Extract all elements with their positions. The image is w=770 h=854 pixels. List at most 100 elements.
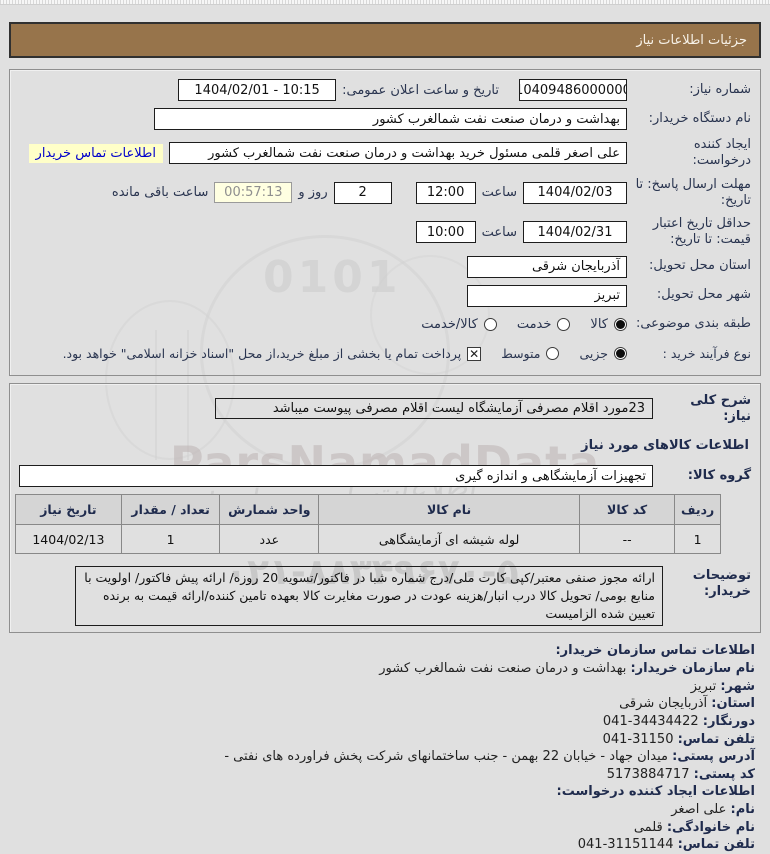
category-service-label: خدمت [516, 317, 552, 332]
contact-label: نام: [730, 802, 756, 817]
announce-datetime-label: تاریخ و ساعت اعلان عمومی: [342, 82, 499, 98]
delivery-city-row: شهر محل تحویل: تبریز [19, 284, 751, 307]
category-goods-label: کالا [590, 317, 608, 332]
contact-value: تبریز [690, 678, 717, 694]
validity-date-field[interactable]: 1404/02/31 [523, 221, 627, 244]
subject-category-label: طبقه بندی موضوعی: [635, 316, 751, 332]
contact-info-section: اطلاعات تماس سازمان خریدار: نام سازمان خ… [15, 643, 755, 854]
category-goods-radio[interactable] [614, 318, 627, 331]
need-description-field[interactable]: 23مورد اقلام مصرفی آزمایشگاه لیست اقلام … [215, 398, 653, 420]
category-goods-service-label: کالا/خدمت [421, 317, 478, 332]
contact-label: کد پستی: [693, 766, 755, 782]
category-service-radio[interactable] [557, 318, 571, 331]
contact-value: 31150-041 [602, 731, 674, 747]
request-creator-field[interactable]: علی اصغر قلمی مسئول خرید بهداشت و درمان … [169, 142, 627, 165]
col-item-name: نام کالا [318, 494, 581, 525]
need-description-row: شرح کلی نیاز: 23مورد اقلام مصرفی آزمایشگ… [19, 393, 751, 426]
contact-label: تلفن تماس: [677, 731, 755, 747]
contact-value: میدان جهاد - خیابان 22 بهمن - جنب ساختما… [224, 749, 669, 765]
cell-item-code: -- [579, 524, 676, 554]
buyer-org-field[interactable]: بهداشت و درمان صنعت نفت شمالغرب کشور [154, 108, 627, 130]
deadline-date-field[interactable]: 1404/02/03 [523, 181, 627, 204]
buyer-notes-label: توضیحات خریدار: [692, 568, 751, 600]
contact-line: دورنگار: 34434422-041 [15, 714, 755, 731]
top-border-strip [0, 0, 770, 5]
cell-quantity: 1 [120, 524, 221, 554]
buyer-notes-row: توضیحات خریدار: ارائه مجوز صنفی معتبر/کپ… [19, 566, 751, 627]
cell-item-name: لوله شیشه ای آزمایشگاهی [318, 524, 581, 554]
price-validity-label: حداقل تاریخ اعتبار قیمت: تا تاریخ: [652, 216, 751, 248]
items-table-header-row: ردیف کد کالا نام کالا واحد شمارش تعداد /… [15, 494, 721, 525]
treasury-payment-checkbox[interactable] [467, 346, 482, 361]
category-goods-service-radio[interactable] [483, 318, 497, 331]
contact-line: نام خانوادگی: قلمی [15, 820, 755, 837]
need-number-label: شماره نیاز: [689, 81, 751, 97]
contact-value: بهداشت و درمان صنعت نفت شمالغرب کشور [379, 661, 627, 676]
contact-value: آذربایجان شرقی [619, 696, 708, 712]
cell-row-number: 1 [674, 524, 721, 554]
goods-section: شرح کلی نیاز: 23مورد اقلام مصرفی آزمایشگ… [9, 382, 761, 634]
page-title-bar: جزئیات اطلاعات نیاز [9, 22, 761, 58]
contact-label: شهر: [720, 678, 755, 694]
cell-unit: عدد [219, 524, 320, 554]
table-row: 1 -- لوله شیشه ای آزمایشگاهی عدد 1 1404/… [15, 524, 721, 554]
days-and-label: روز و [298, 185, 328, 201]
contact-value: 34434422-041 [602, 713, 699, 729]
hours-remaining-label: ساعت باقی مانده [111, 185, 209, 201]
items-table: ردیف کد کالا نام کالا واحد شمارش تعداد /… [15, 494, 721, 554]
goods-group-label: گروه کالا: [687, 467, 751, 483]
contact-label: آدرس پستی: [672, 749, 755, 765]
col-item-code: کد کالا [579, 494, 676, 525]
page-title: جزئیات اطلاعات نیاز [636, 32, 747, 48]
contact-line: استان: آذربایجان شرقی [15, 696, 755, 713]
request-creator-row: ایجاد کننده درخواست: علی اصغر قلمی مسئول… [19, 137, 751, 170]
countdown-timer: 00:57:13 [214, 182, 293, 204]
subject-category-row: طبقه بندی موضوعی: کالا خدمت کالا/خدمت [19, 314, 751, 336]
contact-line: تلفن تماس: 31151144-041 [15, 837, 755, 854]
need-number-field[interactable]: 1104094860000004 [519, 79, 627, 101]
deadline-time-field[interactable]: 12:00 [415, 181, 476, 204]
response-deadline-label: مهلت ارسال پاسخ: تا تاریخ: [635, 176, 751, 208]
contact-line: نام: علی اصغر [15, 802, 755, 819]
contact-label: نام سازمان خریدار: [630, 661, 755, 676]
announce-datetime-field[interactable]: 10:15 - 1404/02/01 [178, 79, 337, 101]
buyer-notes-field[interactable]: ارائه مجوز صنفی معتبر/کپی کارت ملی/درج ش… [75, 566, 663, 627]
buyer-org-row: نام دستگاه خریدار: بهداشت و درمان صنعت ن… [19, 108, 751, 130]
contact-line: آدرس پستی: میدان جهاد - خیابان 22 بهمن -… [15, 749, 755, 766]
request-creator-contact-heading: اطلاعات ایجاد کننده درخواست: [556, 784, 755, 800]
contact-line: تلفن تماس: 31150-041 [15, 732, 755, 749]
process-minor-radio[interactable] [614, 347, 627, 360]
response-deadline-row: مهلت ارسال پاسخ: تا تاریخ: 1404/02/03 سا… [19, 177, 751, 210]
buyer-org-label: نام دستگاه خریدار: [648, 110, 751, 126]
cell-need-date: 1404/02/13 [15, 524, 122, 554]
contact-label: نام خانوادگی: [666, 819, 755, 835]
contact-line: نام سازمان خریدار: بهداشت و درمان صنعت ن… [15, 661, 755, 678]
process-minor-label: جزیی [579, 346, 608, 361]
col-need-date: تاریخ نیاز [15, 494, 122, 525]
buyer-contact-link[interactable]: اطلاعات تماس خریدار [28, 143, 163, 163]
contact-line: شهر: تبریز [15, 679, 755, 696]
process-medium-label: متوسط [501, 346, 541, 361]
validity-hour-label: ساعت [481, 224, 517, 240]
delivery-province-row: استان محل تحویل: آذربایجان شرقی [19, 255, 751, 278]
need-summary-section: شماره نیاز: 1104094860000004 تاریخ و ساع… [9, 69, 761, 376]
need-number-row: شماره نیاز: 1104094860000004 تاریخ و ساع… [19, 79, 751, 101]
col-row-number: ردیف [674, 494, 721, 525]
treasury-payment-note: پرداخت تمام یا بخشی از مبلغ خرید،از محل … [62, 346, 462, 361]
price-validity-row: حداقل تاریخ اعتبار قیمت: تا تاریخ: 1404/… [19, 216, 751, 249]
goods-group-field[interactable]: تجهیزات آزمایشگاهی و اندازه گیری [19, 465, 653, 487]
contact-label: استان: [711, 696, 755, 712]
goods-info-heading: اطلاعات کالاهای مورد نیاز [581, 438, 749, 453]
contact-value: علی اصغر [671, 802, 727, 817]
contact-line: کد پستی: 5173884717 [15, 767, 755, 784]
days-remaining-field[interactable]: 2 [333, 181, 392, 204]
buyer-org-contact-heading: اطلاعات تماس سازمان خریدار: [555, 643, 755, 659]
delivery-province-field[interactable]: آذربایجان شرقی [467, 255, 627, 278]
validity-time-field[interactable]: 10:00 [415, 221, 476, 244]
need-description-label: شرح کلی نیاز: [690, 392, 751, 424]
delivery-city-field[interactable]: تبریز [467, 284, 627, 307]
purchase-process-label: نوع فرآیند خرید : [662, 345, 751, 361]
process-medium-radio[interactable] [546, 347, 560, 360]
delivery-city-label: شهر محل تحویل: [656, 287, 751, 303]
contact-value: 5173884717 [606, 766, 690, 782]
